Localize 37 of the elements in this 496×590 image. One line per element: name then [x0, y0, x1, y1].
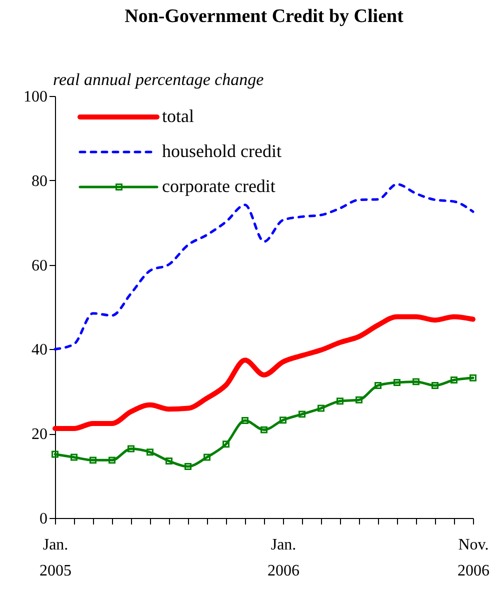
x-tick-label: Nov. 2006	[458, 536, 490, 580]
point	[374, 382, 382, 389]
point	[146, 448, 154, 456]
legend-label: household credit	[162, 141, 282, 161]
point	[318, 404, 324, 412]
point	[450, 376, 458, 384]
point	[260, 426, 268, 434]
point	[222, 440, 230, 448]
x-tick-label: Jan. 2006	[268, 536, 300, 580]
point	[432, 382, 438, 389]
point	[394, 379, 400, 386]
point	[412, 378, 420, 386]
point	[166, 458, 172, 465]
x-tick-label: Jan. 2005	[40, 536, 72, 580]
chart-title: Non-Government Credit by Client	[124, 6, 404, 27]
point	[470, 374, 476, 382]
y-tick-label: 60	[32, 257, 48, 274]
legend-label: total	[162, 106, 194, 126]
y-tick-label: 100	[24, 88, 48, 106]
y-axis-title: real annual percentage change	[53, 70, 264, 89]
point	[90, 456, 96, 464]
y-tick-label: 20	[32, 426, 48, 444]
point	[336, 398, 344, 405]
point	[52, 450, 58, 458]
legend-label: corporate credit	[162, 176, 276, 196]
point	[242, 417, 248, 424]
y-tick-label: 40	[32, 342, 48, 359]
point	[204, 454, 210, 461]
y-tick-label: 80	[32, 172, 48, 190]
point	[298, 410, 306, 418]
point	[128, 445, 134, 452]
point	[108, 456, 116, 464]
point	[70, 454, 78, 461]
y-tick-label: 0	[40, 510, 48, 528]
point	[356, 396, 362, 404]
point	[280, 416, 286, 424]
point	[184, 463, 192, 470]
